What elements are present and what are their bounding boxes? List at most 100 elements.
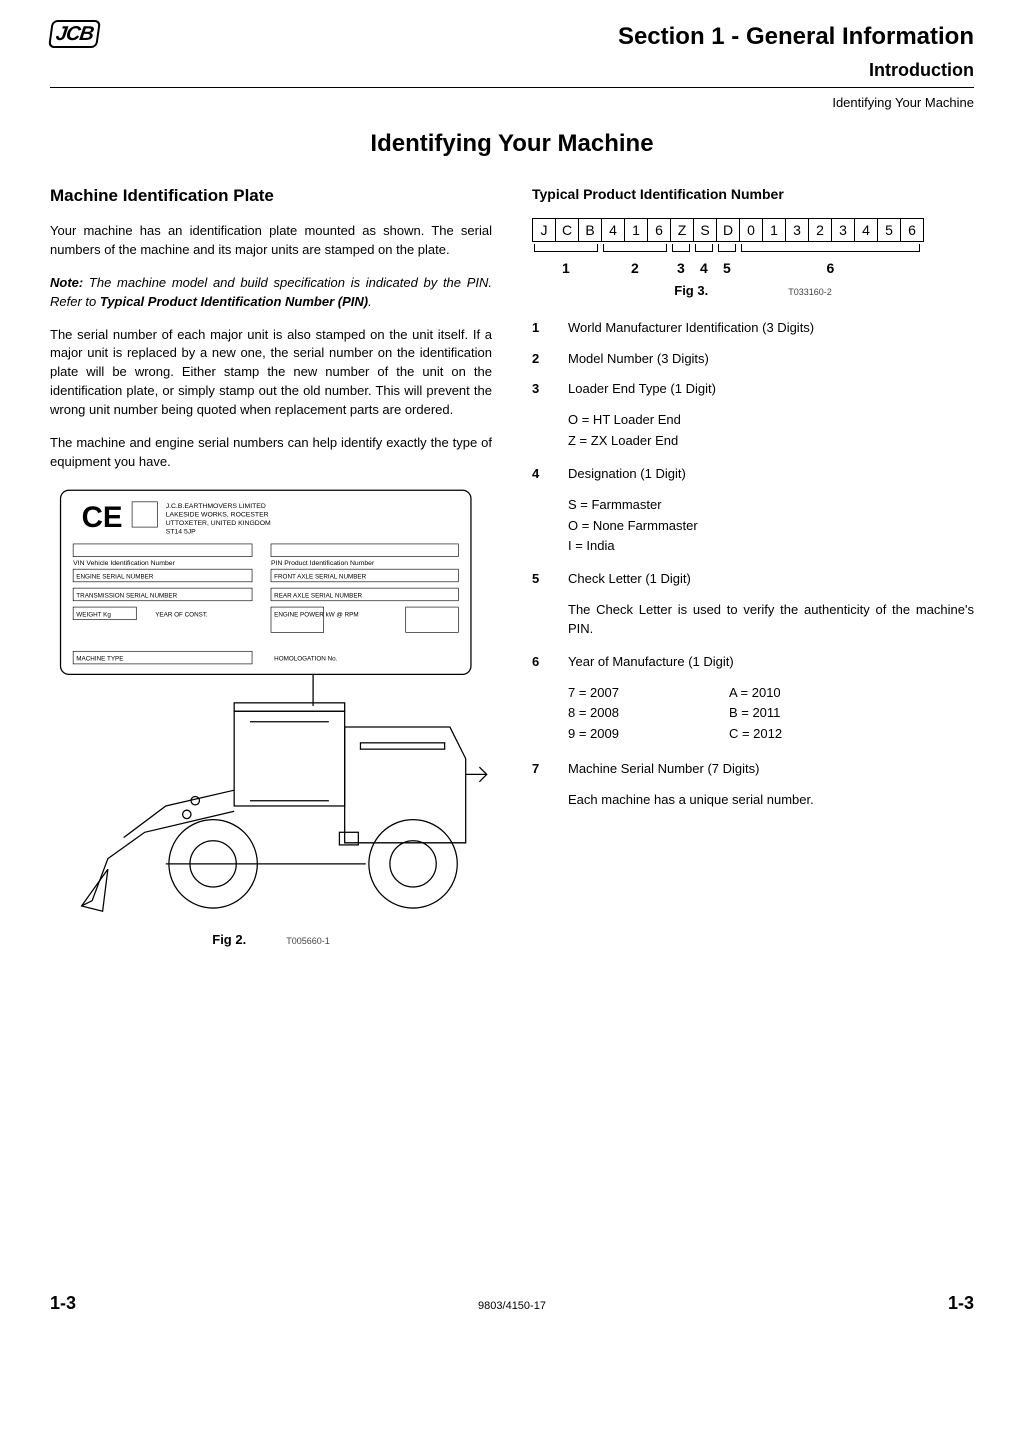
pin-char-cell: 0 bbox=[739, 218, 763, 242]
footer-left: 1-3 bbox=[50, 1290, 76, 1316]
pin-char-cell: 1 bbox=[624, 218, 648, 242]
fig2-ref: T005660-1 bbox=[286, 935, 330, 948]
pin-group-number: 6 bbox=[827, 258, 835, 278]
pin-char-cell: J bbox=[532, 218, 556, 242]
pin-char-cell: C bbox=[555, 218, 579, 242]
pin-char-cell: 4 bbox=[854, 218, 878, 242]
pin-char-cell: Z bbox=[670, 218, 694, 242]
pin-bracket bbox=[718, 244, 736, 252]
note-label: Note: bbox=[50, 275, 83, 290]
pin-bracket bbox=[741, 244, 920, 252]
designation-option: I = India bbox=[568, 537, 974, 556]
pin-diagram: JCB416ZSD01323456 123456 bbox=[532, 218, 974, 276]
pin-char-row: JCB416ZSD01323456 bbox=[532, 218, 974, 242]
svg-text:ENGINE POWER kW @ RPM: ENGINE POWER kW @ RPM bbox=[274, 612, 358, 619]
designation-option: O = None Farmmaster bbox=[568, 517, 974, 536]
svg-text:PIN Product Identification Num: PIN Product Identification Number bbox=[271, 560, 375, 567]
logo: JCB bbox=[50, 20, 99, 48]
svg-text:HOMOLOGATION No.: HOMOLOGATION No. bbox=[274, 656, 337, 663]
year-entry: 7 = 2007 bbox=[568, 684, 619, 703]
pin-bracket bbox=[534, 244, 598, 252]
svg-text:ENGINE SERIAL NUMBER: ENGINE SERIAL NUMBER bbox=[76, 574, 154, 581]
svg-text:UTTOXETER, UNITED KINGDOM: UTTOXETER, UNITED KINGDOM bbox=[166, 520, 271, 527]
subheading-right: Identifying Your Machine bbox=[50, 94, 974, 113]
footer-right: 1-3 bbox=[948, 1290, 974, 1316]
item7-desc: Each machine has a unique serial number. bbox=[568, 791, 974, 810]
pin-bracket-row bbox=[532, 244, 974, 256]
left-para-3: The machine and engine serial numbers ca… bbox=[50, 434, 492, 472]
svg-text:YEAR OF CONST.: YEAR OF CONST. bbox=[155, 612, 208, 619]
year-entry: A = 2010 bbox=[729, 684, 782, 703]
list-item: 2Model Number (3 Digits) bbox=[532, 350, 974, 369]
intro-title: Introduction bbox=[618, 57, 974, 83]
pin-char-cell: 1 bbox=[762, 218, 786, 242]
figure-2: CE J.C.B.EARTHMOVERS LIMITED LAKESIDE WO… bbox=[50, 485, 492, 950]
loader-end-option: O = HT Loader End bbox=[568, 411, 974, 430]
svg-text:TRANSMISSION SERIAL NUMBER: TRANSMISSION SERIAL NUMBER bbox=[76, 593, 177, 600]
pin-group-number: 1 bbox=[562, 258, 570, 278]
typical-pin-heading: Typical Product Identification Number bbox=[532, 184, 974, 204]
left-column: Machine Identification Plate Your machin… bbox=[50, 184, 492, 951]
designation-list: S = Farmmaster O = None FarmmasterI = Ind… bbox=[568, 496, 974, 557]
year-table: 7 = 20078 = 2008 9 = 2009 A = 2010B = 201… bbox=[568, 684, 974, 747]
year-entry: 8 = 2008 bbox=[568, 704, 619, 723]
footer-center: 9803/4150-17 bbox=[478, 1299, 546, 1315]
pin-group-number: 2 bbox=[631, 258, 639, 278]
year-entry: C = 2012 bbox=[729, 725, 782, 744]
fig3-ref: T033160-2 bbox=[788, 286, 832, 299]
loader-end-option: Z = ZX Loader End bbox=[568, 432, 974, 451]
jcb-logo: JCB bbox=[48, 20, 101, 48]
svg-text:REAR AXLE SERIAL NUMBER: REAR AXLE SERIAL NUMBER bbox=[274, 593, 362, 600]
page-header: JCB Section 1 - General Information Intr… bbox=[50, 20, 974, 88]
svg-text:WEIGHT Kg: WEIGHT Kg bbox=[76, 612, 111, 619]
pin-group-number: 5 bbox=[723, 258, 731, 278]
loader-outline bbox=[82, 675, 487, 912]
svg-text:LAKESIDE WORKS, ROCESTER: LAKESIDE WORKS, ROCESTER bbox=[166, 512, 269, 519]
fig3-caption: Fig 3. bbox=[674, 282, 708, 301]
header-right: Section 1 - General Information Introduc… bbox=[618, 20, 974, 83]
list-item: 1World Manufacturer Identification (3 Di… bbox=[532, 319, 974, 338]
pin-char-cell: 2 bbox=[808, 218, 832, 242]
left-para-2: The serial number of each major unit is … bbox=[50, 326, 492, 420]
page-title: Identifying Your Machine bbox=[50, 127, 974, 162]
item5-desc: The Check Letter is used to verify the a… bbox=[568, 601, 974, 639]
pin-char-cell: S bbox=[693, 218, 717, 242]
left-para-1: Your machine has an identification plate… bbox=[50, 222, 492, 260]
figure-2-svg: CE J.C.B.EARTHMOVERS LIMITED LAKESIDE WO… bbox=[50, 485, 492, 927]
pin-char-cell: 3 bbox=[785, 218, 809, 242]
pin-char-cell: 5 bbox=[877, 218, 901, 242]
list-item-5: 5 Check Letter (1 Digit) bbox=[532, 570, 974, 589]
right-column: Typical Product Identification Number JC… bbox=[532, 184, 974, 951]
note-link: Typical Product Identification Number (P… bbox=[100, 294, 368, 309]
pin-group-number: 3 bbox=[677, 258, 685, 278]
svg-text:MACHINE TYPE: MACHINE TYPE bbox=[76, 656, 123, 663]
pin-number-row: 1 2 345 6 bbox=[532, 258, 974, 276]
list-item-7: 7 Machine Serial Number (7 Digits) bbox=[532, 760, 974, 779]
year-entry: B = 2011 bbox=[729, 704, 782, 723]
pin-bracket bbox=[603, 244, 667, 252]
page-footer: 1-3 9803/4150-17 1-3 bbox=[50, 1290, 974, 1316]
fig2-caption: Fig 2. bbox=[212, 931, 246, 950]
pin-char-cell: 4 bbox=[601, 218, 625, 242]
list-item-4: 4 Designation (1 Digit) bbox=[532, 465, 974, 484]
svg-text:VIN Vehicle Identification Num: VIN Vehicle Identification Number bbox=[73, 560, 175, 567]
loader-end-list: O = HT Loader End Z = ZX Loader End bbox=[568, 411, 974, 451]
pin-char-cell: 3 bbox=[831, 218, 855, 242]
svg-text:J.C.B.EARTHMOVERS LIMITED: J.C.B.EARTHMOVERS LIMITED bbox=[166, 504, 266, 511]
pin-char-cell: 6 bbox=[647, 218, 671, 242]
machine-id-plate-heading: Machine Identification Plate bbox=[50, 184, 492, 209]
designation-option: S = Farmmaster bbox=[568, 496, 974, 515]
pin-bracket bbox=[695, 244, 713, 252]
svg-text:FRONT AXLE SERIAL NUMBER: FRONT AXLE SERIAL NUMBER bbox=[274, 574, 366, 581]
year-entry: 9 = 2009 bbox=[568, 725, 619, 744]
list-item: 3Loader End Type (1 Digit) bbox=[532, 380, 974, 399]
pin-char-cell: B bbox=[578, 218, 602, 242]
section-title: Section 1 - General Information bbox=[618, 20, 974, 55]
note-body-b: . bbox=[368, 294, 372, 309]
ce-mark: CE bbox=[82, 502, 123, 535]
list-item-6: 6 Year of Manufacture (1 Digit) bbox=[532, 653, 974, 672]
left-note: Note: The machine model and build specif… bbox=[50, 274, 492, 312]
pin-group-number: 4 bbox=[700, 258, 708, 278]
pin-char-cell: D bbox=[716, 218, 740, 242]
svg-text:ST14 5JP: ST14 5JP bbox=[166, 529, 196, 536]
